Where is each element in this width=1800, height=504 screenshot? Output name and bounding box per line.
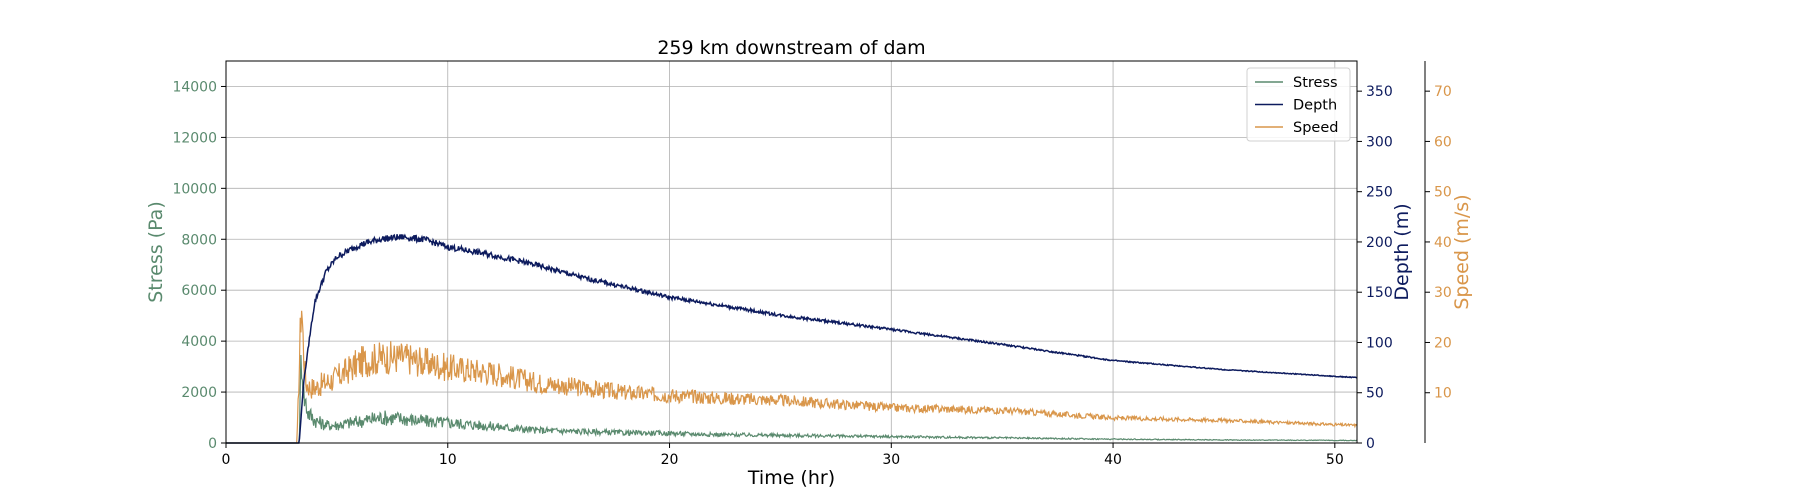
stress-tick-label: 4000 <box>181 334 217 350</box>
depth-tick-label: 150 <box>1366 285 1393 301</box>
stress-tick-label: 0 <box>208 436 217 452</box>
chart-title: 259 km downstream of dam <box>657 37 925 59</box>
speed-tick-label: 10 <box>1434 386 1452 402</box>
depth-tick-label: 200 <box>1366 235 1393 251</box>
speed-tick-label: 60 <box>1434 134 1452 150</box>
depth-tick-label: 50 <box>1366 386 1384 402</box>
x-tick-label: 50 <box>1326 452 1344 468</box>
stress-axis-label: Stress (Pa) <box>145 201 167 303</box>
series-line-stress <box>226 354 1358 444</box>
depth-tick-label: 350 <box>1366 84 1393 100</box>
stress-tick-label: 10000 <box>172 181 217 197</box>
x-axis-label: Time (hr) <box>747 467 835 489</box>
x-tick-label: 10 <box>439 452 457 468</box>
speed-tick-label: 30 <box>1434 285 1452 301</box>
speed-tick-label: 70 <box>1434 84 1452 100</box>
speed-axis-label: Speed (m/s) <box>1451 194 1473 309</box>
plot-frame <box>225 60 1358 444</box>
x-tick-label: 40 <box>1104 452 1122 468</box>
legend-box <box>1246 67 1351 142</box>
speed-tick-label: 50 <box>1434 185 1452 201</box>
depth-tick-label: 250 <box>1366 185 1393 201</box>
x-tick-label: 20 <box>661 452 679 468</box>
legend-label-stress: Stress <box>1293 75 1338 91</box>
stress-tick-label: 6000 <box>181 283 217 299</box>
speed-tick-label: 40 <box>1434 235 1452 251</box>
legend-label-speed: Speed <box>1293 120 1338 136</box>
x-tick-label: 30 <box>882 452 900 468</box>
x-tick-label: 0 <box>222 452 231 468</box>
depth-tick-label: 100 <box>1366 335 1393 351</box>
series-line-speed <box>226 310 1358 444</box>
depth-tick-label: 0 <box>1366 436 1375 452</box>
stress-tick-label: 12000 <box>172 130 217 146</box>
legend-label-depth: Depth <box>1293 98 1337 114</box>
depth-axis-label: Depth (m) <box>1391 203 1413 300</box>
stress-tick-label: 14000 <box>172 79 217 95</box>
speed-tick-label: 20 <box>1434 335 1452 351</box>
stress-tick-label: 8000 <box>181 232 217 248</box>
depth-tick-label: 300 <box>1366 134 1393 150</box>
series-line-depth <box>226 233 1358 444</box>
stress-tick-label: 2000 <box>181 385 217 401</box>
